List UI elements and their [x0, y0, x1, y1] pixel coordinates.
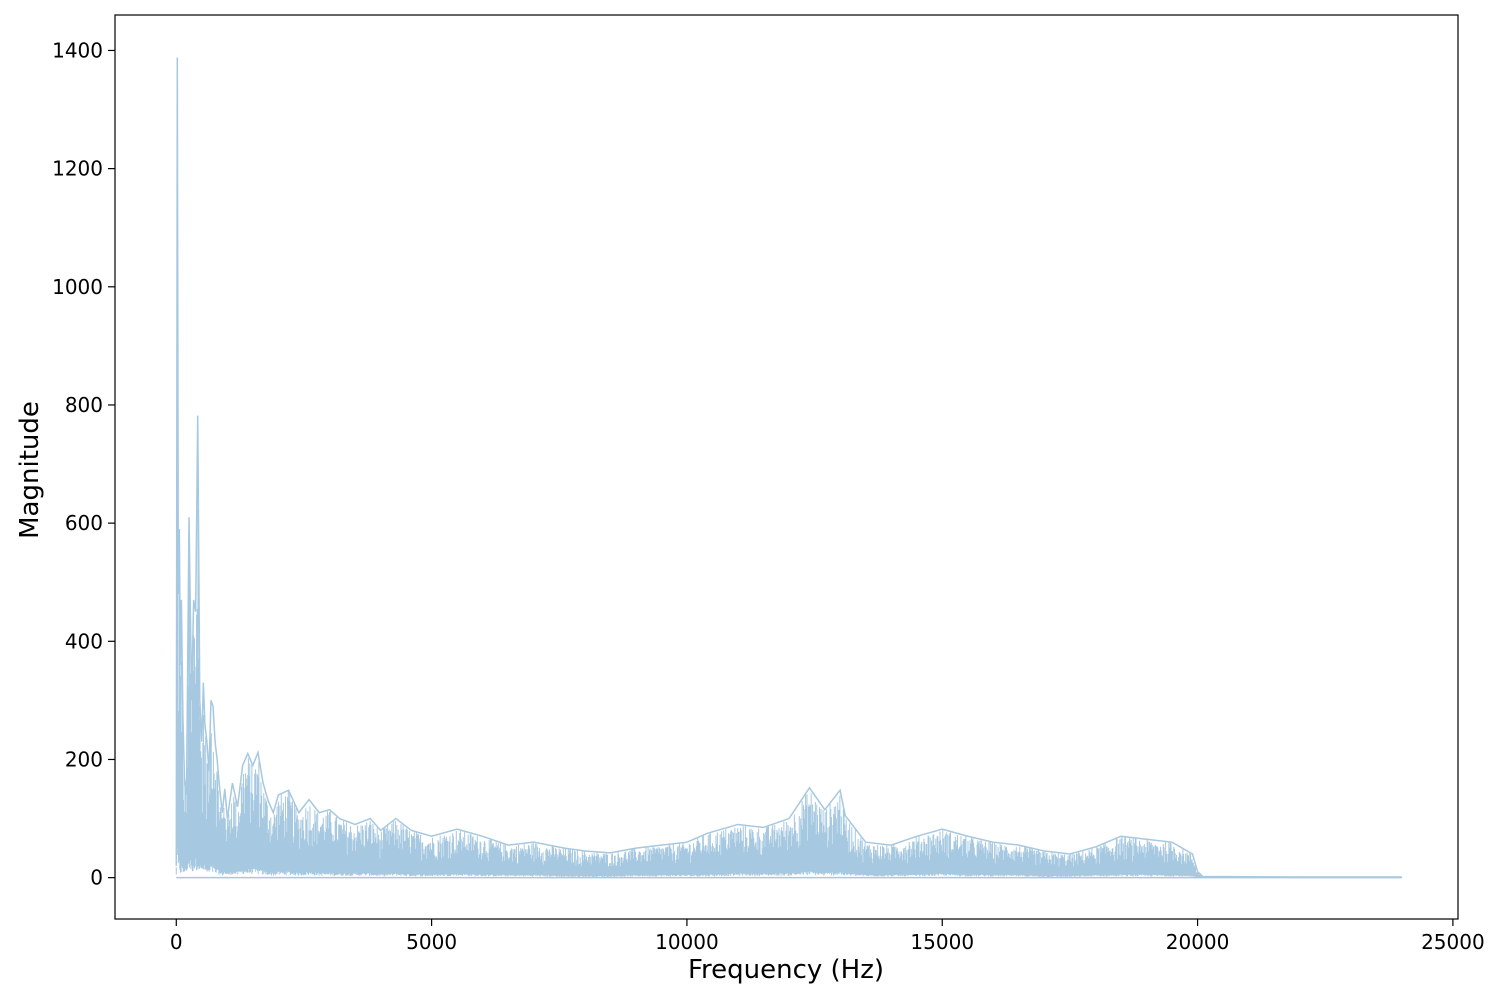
x-tick-label: 5000 [406, 930, 457, 954]
y-tick-label: 1200 [52, 157, 103, 181]
x-tick-label: 25000 [1421, 930, 1485, 954]
y-tick-label: 400 [65, 629, 103, 653]
plot-frame [114, 14, 1459, 920]
y-tick-label: 200 [65, 747, 103, 771]
y-tick-label: 800 [65, 393, 103, 417]
y-axis-ticks: 0 200 400 600 800 1000 1200 1400 [52, 38, 115, 890]
x-axis-label: Frequency (Hz) [688, 955, 884, 985]
y-tick-label: 600 [65, 511, 103, 535]
x-tick-label: 0 [170, 930, 183, 954]
y-tick-label: 0 [90, 866, 103, 890]
y-axis-label: Magnitude [15, 401, 45, 539]
x-axis-ticks: 0 5000 10000 15000 20000 25000 [170, 919, 1485, 954]
x-tick-label: 20000 [1166, 930, 1230, 954]
y-tick-label: 1400 [52, 38, 103, 62]
spectrum-series-line [175, 57, 1402, 878]
series-layer [175, 57, 1402, 879]
y-tick-label: 1000 [52, 275, 103, 299]
x-tick-label: 10000 [655, 930, 719, 954]
x-tick-label: 15000 [910, 930, 974, 954]
